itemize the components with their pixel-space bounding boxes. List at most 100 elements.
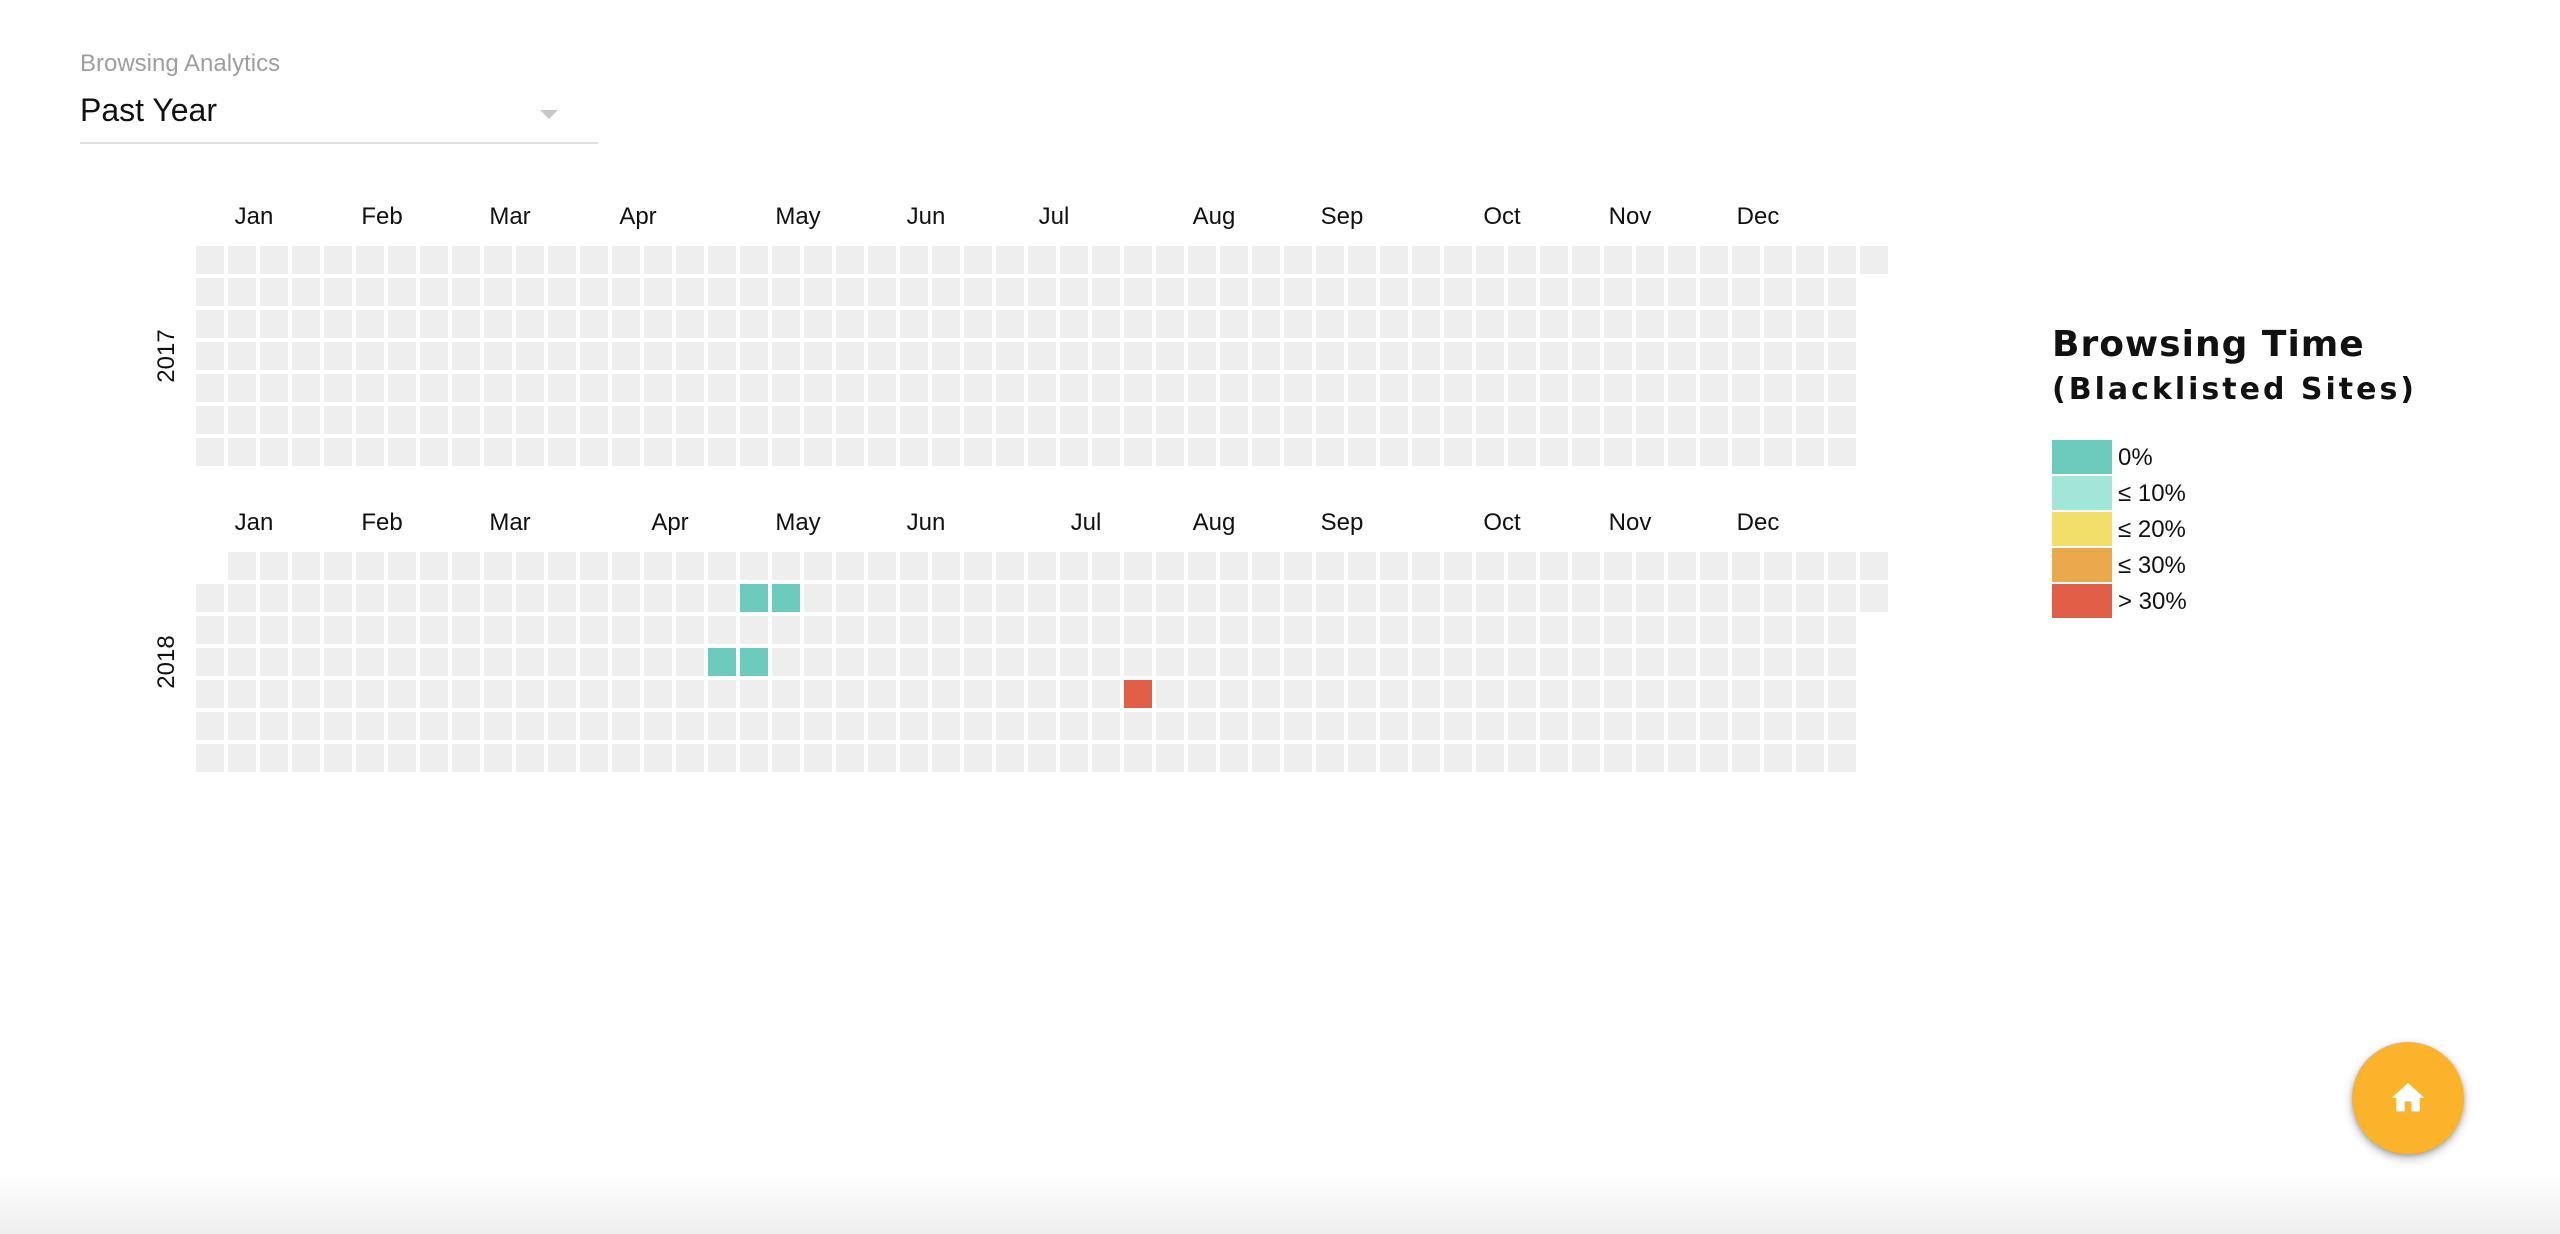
heatmap-cell — [1092, 438, 1120, 466]
analytics-range-select[interactable]: Browsing Analytics Past Year — [80, 48, 598, 144]
heatmap-cell — [484, 616, 512, 644]
heatmap-cell — [1316, 680, 1344, 708]
heatmap-cell — [1540, 552, 1568, 580]
heatmap-cell — [1636, 552, 1664, 580]
heatmap-cell — [900, 310, 928, 338]
heatmap-cell — [452, 680, 480, 708]
heatmap-cell — [644, 278, 672, 306]
heatmap-cell — [196, 406, 224, 434]
heatmap-cell — [1444, 584, 1472, 612]
heatmap-cell — [292, 680, 320, 708]
heatmap-cell — [260, 438, 288, 466]
heatmap-cell — [932, 278, 960, 306]
heatmap-cell — [996, 584, 1024, 612]
heatmap-cell — [740, 552, 768, 580]
heatmap-cell — [612, 616, 640, 644]
heatmap-cell — [1028, 278, 1056, 306]
heatmap-cell — [1604, 552, 1632, 580]
heatmap-cell — [420, 712, 448, 740]
heatmap-cell — [1348, 310, 1376, 338]
heatmap-cell — [1220, 310, 1248, 338]
heatmap-cell — [1700, 712, 1728, 740]
heatmap-cell — [1188, 648, 1216, 676]
heatmap-cell — [548, 584, 576, 612]
legend-swatch — [2052, 512, 2112, 546]
heatmap-cell — [1668, 374, 1696, 402]
heatmap-cell — [708, 438, 736, 466]
heatmap-cell — [708, 406, 736, 434]
heatmap-cell — [740, 342, 768, 370]
heatmap-cell — [868, 342, 896, 370]
heatmap-cell — [1060, 438, 1088, 466]
heatmap-cell — [1508, 552, 1536, 580]
heatmap-cell — [1348, 712, 1376, 740]
heatmap-cell — [1540, 374, 1568, 402]
heatmap-cell — [1092, 310, 1120, 338]
legend-item: > 30% — [2052, 584, 2472, 620]
heatmap-cell — [1572, 584, 1600, 612]
heatmap-cell — [484, 438, 512, 466]
heatmap-cell — [964, 246, 992, 274]
heatmap-cell — [1252, 406, 1280, 434]
heatmap-cell — [900, 712, 928, 740]
heatmap-cell — [516, 438, 544, 466]
arrow-drop-down-icon[interactable] — [540, 110, 558, 119]
heatmap-cell — [1540, 648, 1568, 676]
heatmap-cell — [612, 406, 640, 434]
heatmap-cell — [1668, 584, 1696, 612]
select-field[interactable]: Past Year — [80, 88, 598, 144]
heatmap-cell — [1252, 744, 1280, 772]
heatmap-cell — [580, 406, 608, 434]
heatmap-cell — [420, 310, 448, 338]
heatmap-cell — [740, 744, 768, 772]
heatmap-cell — [772, 712, 800, 740]
heatmap-cell — [1860, 246, 1888, 274]
heatmap-cell — [1796, 680, 1824, 708]
heatmap-cell — [420, 552, 448, 580]
heatmap-cell — [1764, 616, 1792, 644]
heatmap-cell — [1188, 406, 1216, 434]
heatmap-cell — [292, 744, 320, 772]
heatmap-cell — [1636, 680, 1664, 708]
heatmap-cell — [1124, 744, 1152, 772]
heatmap-cell — [1604, 616, 1632, 644]
heatmap-cell — [1732, 342, 1760, 370]
month-label: May — [775, 203, 820, 230]
heatmap-cell — [1092, 616, 1120, 644]
heatmap-cell — [388, 246, 416, 274]
heatmap-cell — [356, 552, 384, 580]
heatmap-cell — [1060, 584, 1088, 612]
heatmap-cell — [452, 374, 480, 402]
heatmap-cell — [1156, 584, 1184, 612]
heatmap-cell — [324, 278, 352, 306]
heatmap-cell — [1412, 342, 1440, 370]
heatmap-cell — [1092, 712, 1120, 740]
month-label: Dec — [1737, 509, 1780, 536]
heatmap-cell — [1316, 744, 1344, 772]
heatmap-cell — [196, 712, 224, 740]
legend-item: ≤ 20% — [2052, 512, 2472, 548]
heatmap-cell — [1796, 552, 1824, 580]
heatmap-cell — [1476, 648, 1504, 676]
heatmap-cell — [1604, 310, 1632, 338]
heatmap-cell — [292, 406, 320, 434]
heatmap-cell — [1220, 374, 1248, 402]
heatmap-cell — [1124, 406, 1152, 434]
heatmap-cell — [1732, 278, 1760, 306]
heatmap-cell — [1732, 246, 1760, 274]
heatmap-cell — [1252, 374, 1280, 402]
heatmap-cell — [356, 438, 384, 466]
heatmap-cell — [1316, 616, 1344, 644]
heatmap-cell — [932, 744, 960, 772]
heatmap-cell — [1700, 406, 1728, 434]
heatmap-cell — [1316, 648, 1344, 676]
heatmap-cell — [708, 584, 736, 612]
home-button[interactable] — [2352, 1042, 2464, 1154]
heatmap-cell — [964, 374, 992, 402]
heatmap-cell — [836, 648, 864, 676]
heatmap-cell — [260, 648, 288, 676]
heatmap-cell — [1732, 712, 1760, 740]
heatmap-cell — [1380, 648, 1408, 676]
heatmap-cell — [420, 342, 448, 370]
